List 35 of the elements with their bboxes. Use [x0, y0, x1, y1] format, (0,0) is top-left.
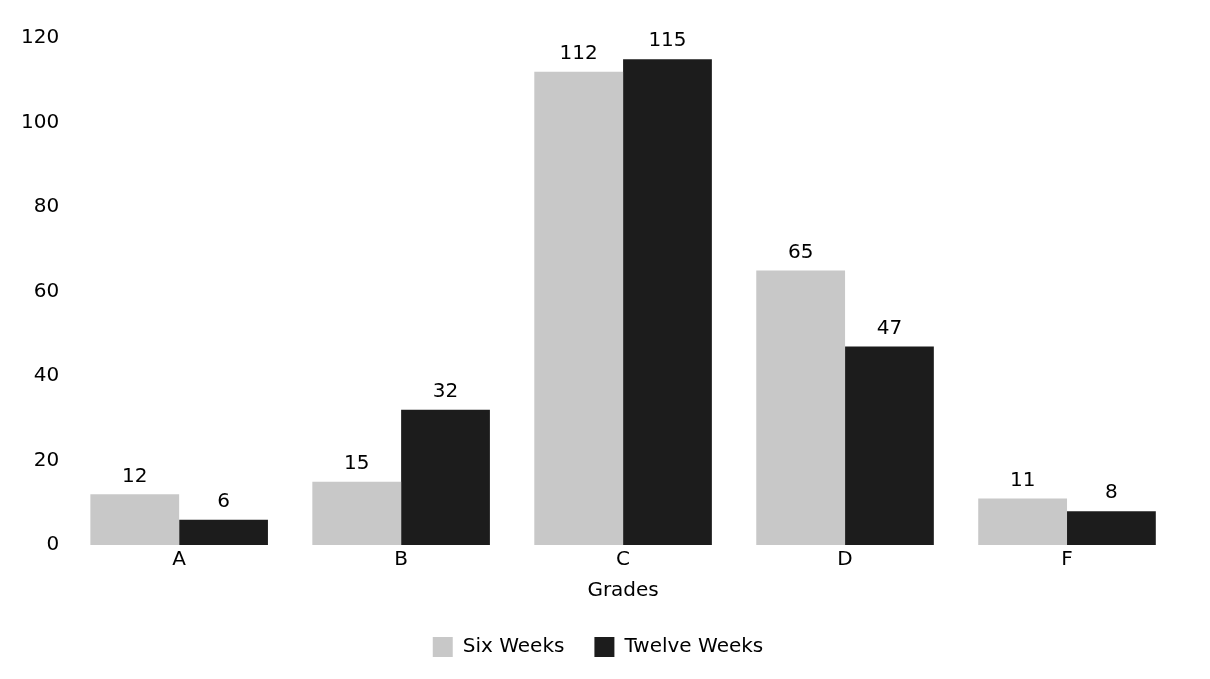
- y-tick-label: 0: [46, 531, 60, 556]
- legend-label: Six Weeks: [462, 633, 565, 658]
- legend-label: Twelve Weeks: [623, 633, 764, 658]
- data-label: 115: [648, 27, 687, 52]
- bar: [978, 498, 1068, 545]
- data-label: 65: [787, 238, 814, 263]
- y-tick-label: 80: [33, 193, 60, 218]
- bar: [312, 481, 402, 545]
- x-tick-label: F: [1061, 546, 1073, 571]
- y-tick-label: 60: [33, 277, 60, 302]
- bar: [756, 270, 846, 545]
- bar: [179, 519, 268, 545]
- data-label: 12: [122, 462, 148, 487]
- x-axis-title: Grades: [587, 577, 659, 602]
- data-label: 11: [1009, 466, 1036, 491]
- data-label: 47: [876, 314, 903, 339]
- x-tick-label: C: [616, 546, 631, 571]
- data-label: 8: [1105, 479, 1118, 504]
- bar: [534, 71, 624, 545]
- y-tick-label: 120: [20, 24, 60, 49]
- data-label: 32: [432, 378, 459, 402]
- bar: [623, 59, 712, 545]
- y-tick-label: 100: [20, 108, 60, 133]
- x-tick-label: D: [837, 546, 853, 571]
- x-tick-label: B: [394, 546, 408, 571]
- data-label: 15: [344, 449, 370, 474]
- x-tick-label: A: [172, 546, 187, 571]
- data-label: 112: [559, 40, 598, 64]
- bar: [1067, 511, 1156, 545]
- data-label: 6: [217, 487, 230, 512]
- y-tick-label: 40: [33, 362, 60, 387]
- bar: [845, 346, 934, 545]
- y-tick-label: 20: [33, 446, 60, 471]
- bar: [401, 409, 490, 545]
- bar: [90, 494, 180, 545]
